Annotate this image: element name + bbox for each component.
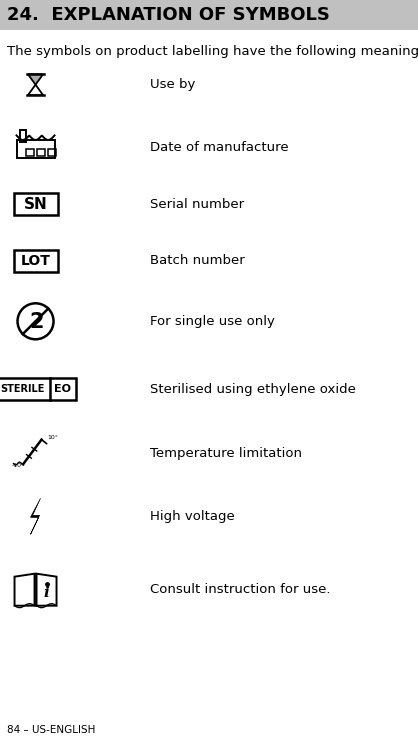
FancyBboxPatch shape [0,0,418,30]
Text: 24.  EXPLANATION OF SYMBOLS: 24. EXPLANATION OF SYMBOLS [7,6,330,24]
Text: STERILE: STERILE [0,384,45,395]
Text: Temperature limitation: Temperature limitation [150,447,303,460]
Text: For single use only: For single use only [150,314,275,328]
Text: Sterilised using ethylene oxide: Sterilised using ethylene oxide [150,383,357,396]
Bar [17,141,54,159]
Text: 10°: 10° [48,435,59,440]
Text: LOT: LOT [20,254,51,268]
Text: Serial number: Serial number [150,197,245,211]
Text: 84 – US-ENGLISH: 84 – US-ENGLISH [7,724,95,735]
Polygon shape [28,74,43,85]
Text: Consult instruction for use.: Consult instruction for use. [150,583,331,596]
Text: Batch number: Batch number [150,254,245,268]
Text: 2: 2 [29,312,44,333]
Text: The symbols on product labelling have the following meaning:: The symbols on product labelling have th… [7,45,418,58]
Text: SN: SN [24,197,47,212]
Text: High voltage: High voltage [150,510,235,523]
Bar [36,150,45,156]
Polygon shape [31,498,41,534]
Bar [20,131,25,142]
Text: EO: EO [54,384,71,395]
Text: Date of manufacture: Date of manufacture [150,141,289,154]
Text: i: i [43,586,49,600]
Text: Use by: Use by [150,78,196,91]
Bar [25,150,33,156]
Text: -10°: -10° [12,463,25,468]
Bar [48,150,56,156]
